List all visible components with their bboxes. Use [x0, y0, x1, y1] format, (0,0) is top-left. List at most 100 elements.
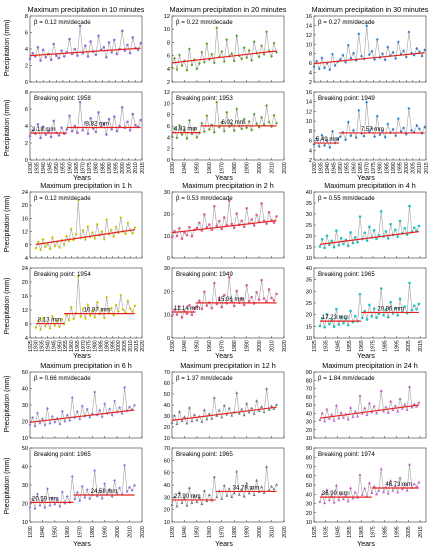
data-point [346, 499, 350, 503]
x-tick-label: 2005 [122, 340, 128, 352]
y-tick-label: 16 [22, 216, 28, 222]
data-point [365, 413, 369, 417]
y-tick-label: 60 [164, 381, 170, 387]
data-point [170, 65, 174, 70]
x-tick-label: 2015 [134, 340, 140, 352]
data-point [262, 491, 266, 494]
y-tick-label: 60 [306, 474, 312, 480]
data-point [242, 303, 246, 307]
x-tick-label: 1935 [318, 162, 324, 174]
data-point [103, 482, 107, 486]
x-tick-label: 1945 [332, 162, 338, 174]
data-point [367, 481, 371, 485]
data-point [418, 127, 421, 131]
x-tick-label: 2015 [418, 340, 424, 352]
x-tick-label: 2010 [269, 340, 275, 352]
x-tick-label: 1955 [63, 340, 69, 352]
data-point [222, 483, 226, 487]
data-point [58, 422, 62, 426]
data-point [389, 479, 393, 482]
data-point [185, 503, 189, 507]
data-point [128, 51, 132, 55]
data-point [55, 54, 58, 57]
data-point [389, 300, 392, 304]
data-point [120, 106, 124, 109]
data-point [412, 482, 416, 485]
data-point [102, 46, 106, 49]
x-tick-label: 1995 [394, 526, 400, 538]
data-point [260, 44, 263, 48]
data-point [177, 490, 181, 494]
data-point [80, 404, 84, 408]
data-point [88, 497, 92, 501]
data-point [267, 408, 271, 411]
y-tick-label: 6 [309, 61, 312, 67]
data-point [172, 495, 176, 498]
data-point [386, 237, 390, 240]
data-point [120, 29, 124, 33]
data-point [178, 227, 181, 230]
data-point [328, 145, 332, 149]
y-tick-label: 40 [306, 190, 312, 196]
segment-mean-label-after: 7.57 mm [361, 127, 384, 133]
data-point [415, 485, 419, 488]
plot-frame [29, 371, 143, 439]
data-point [65, 128, 69, 131]
segment-mean-label-before: 11.14 mm [174, 306, 200, 312]
data-point [320, 56, 324, 60]
y-tick-label: 30 [164, 190, 170, 196]
data-point [187, 486, 191, 490]
data-point [252, 493, 256, 496]
data-point [396, 235, 400, 238]
data-point [197, 61, 201, 66]
data-point [57, 56, 61, 60]
x-tick-label: 1995 [110, 340, 116, 352]
trend-label: β = 0.12 mm/decade [34, 195, 91, 202]
data-point [215, 26, 219, 30]
data-point [125, 489, 129, 494]
data-point [105, 295, 109, 299]
data-point [39, 136, 42, 140]
x-tick-label: 2000 [116, 340, 122, 352]
data-point [235, 34, 239, 38]
data-point [197, 496, 201, 499]
x-tick-label: 2000 [257, 340, 263, 352]
data-point [48, 421, 52, 425]
data-point [242, 46, 246, 50]
x-tick-label: 1945 [335, 526, 341, 538]
data-point [328, 68, 332, 72]
data-point [357, 32, 361, 36]
y-tick-label: 10 [306, 436, 312, 442]
data-point [53, 502, 57, 506]
data-point [356, 414, 360, 418]
data-point [331, 129, 334, 133]
x-tick-label: 1940 [182, 340, 188, 352]
data-point [105, 218, 109, 222]
data-point [112, 234, 116, 239]
x-tick-label: 2015 [424, 162, 430, 174]
data-point [65, 413, 69, 417]
data-point [130, 488, 134, 492]
data-point [113, 478, 117, 483]
data-point [275, 215, 278, 218]
data-point [346, 323, 350, 327]
data-point [382, 313, 385, 317]
data-point [31, 128, 34, 132]
y-tick-label: 70 [306, 387, 312, 393]
data-point [255, 478, 259, 482]
data-point [396, 490, 400, 494]
y-tick-label: 6 [167, 54, 170, 60]
data-point [250, 58, 254, 62]
subplot-top: 0 10 20 30 β = 0.53 mm/decade [164, 190, 285, 262]
plot-frame [313, 267, 427, 339]
data-point [360, 54, 363, 58]
data-point [57, 134, 61, 137]
data-point [260, 202, 263, 205]
trend-label: β = 0.22 mm/decade [176, 19, 233, 26]
data-point [317, 67, 321, 71]
y-tick-label: 30 [306, 420, 312, 426]
data-point [349, 309, 352, 313]
x-tick-label: 1980 [232, 162, 238, 174]
data-point [230, 122, 234, 126]
y-tick-label: 8 [309, 52, 312, 58]
